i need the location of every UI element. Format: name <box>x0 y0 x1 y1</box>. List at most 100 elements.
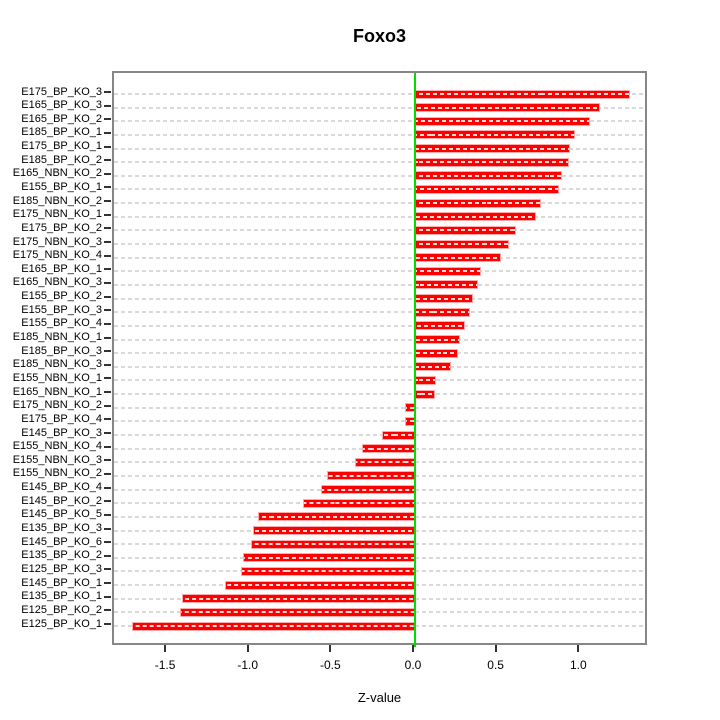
bar-E155_BP_KO_1 <box>415 184 559 194</box>
bar-dash-overlay <box>416 147 570 150</box>
y-axis-label: E155_NBN_KO_4 <box>12 440 102 453</box>
bar-dash-overlay <box>244 556 414 559</box>
bar-dash-overlay <box>406 406 414 409</box>
y-axis-tick <box>104 568 111 571</box>
bar-dash-overlay <box>242 570 414 573</box>
y-axis-tick <box>104 254 111 257</box>
y-axis-tick <box>104 200 111 203</box>
gridline <box>114 106 645 109</box>
bar-dash-overlay <box>363 447 414 450</box>
y-axis-label: E175_NBN_KO_1 <box>12 208 102 221</box>
y-axis-label: E175_BP_KO_4 <box>21 412 102 425</box>
y-axis-label: E155_BP_KO_3 <box>21 303 102 316</box>
bar-dash-overlay <box>416 202 540 205</box>
bar-E155_NBN_KO_1 <box>415 375 437 385</box>
y-axis-tick <box>104 213 111 216</box>
bar-dash-overlay <box>416 120 590 123</box>
bar-E175_NBN_KO_4 <box>415 253 501 263</box>
bar-dash-overlay <box>416 365 451 368</box>
bar-dash-overlay <box>416 243 509 246</box>
bar-dash-overlay <box>182 597 414 600</box>
y-axis-tick <box>104 595 111 598</box>
bar-E165_NBN_KO_2 <box>415 171 563 181</box>
bar-dash-overlay <box>416 311 469 314</box>
x-axis-tick <box>246 645 249 652</box>
x-axis-tick <box>494 645 497 652</box>
gridline <box>114 202 645 205</box>
gridline <box>114 338 645 341</box>
bar-dash-overlay <box>328 474 414 477</box>
y-axis-label: E135_BP_KO_3 <box>21 522 102 534</box>
y-axis-label: E145_BP_KO_6 <box>21 535 102 548</box>
zero-reference-line <box>414 73 416 647</box>
bar-E145_BP_KO_3 <box>381 430 415 440</box>
bar-E185_BP_KO_1 <box>415 130 576 140</box>
y-axis-label: E155_BP_KO_4 <box>21 317 102 330</box>
bar-E155_BP_KO_4 <box>415 321 465 331</box>
bar-E175_BP_KO_3 <box>415 89 630 99</box>
bar-E145_BP_KO_5 <box>257 512 415 522</box>
y-axis-label: E175_BP_KO_1 <box>21 140 102 153</box>
bar-dash-overlay <box>416 229 515 232</box>
y-axis-label: E185_BP_KO_2 <box>21 153 102 166</box>
y-axis-label: E135_BP_KO_1 <box>21 590 102 603</box>
bar-dash-overlay <box>416 174 562 177</box>
y-axis-label: E185_BP_KO_1 <box>21 126 102 139</box>
y-axis-tick <box>104 404 111 407</box>
y-axis-tick <box>104 541 111 544</box>
bar-E155_BP_KO_3 <box>415 307 470 317</box>
bar-E165_NBN_KO_1 <box>415 389 435 399</box>
y-axis-label: E165_BP_KO_2 <box>21 112 102 125</box>
y-axis-tick <box>104 104 111 107</box>
y-axis-label: E185_NBN_KO_2 <box>12 194 102 207</box>
y-axis-label: E155_NBN_KO_2 <box>12 467 102 480</box>
bar-dash-overlay <box>416 188 558 191</box>
y-axis-tick <box>104 377 111 380</box>
bar-dash-overlay <box>254 529 414 532</box>
bar-dash-overlay <box>321 488 414 491</box>
x-axis-tick-label: 0.5 <box>487 658 504 672</box>
gridline <box>114 365 645 368</box>
bar-E175_NBN_KO_1 <box>415 212 536 222</box>
y-axis-label: E165_NBN_KO_3 <box>12 276 102 289</box>
x-axis-tick-label: -0.5 <box>320 658 341 672</box>
bar-dash-overlay <box>416 256 500 259</box>
y-axis-tick <box>104 268 111 271</box>
y-axis-label: E175_BP_KO_2 <box>21 221 102 234</box>
bar-E185_NBN_KO_3 <box>415 362 452 372</box>
x-axis-tick-label: -1.5 <box>154 658 176 672</box>
y-axis-tick <box>104 241 111 244</box>
bar-E175_BP_KO_1 <box>415 144 571 154</box>
bar-dash-overlay <box>416 352 457 355</box>
y-axis-label: E145_BP_KO_1 <box>21 576 102 589</box>
bar-dash-overlay <box>356 461 414 464</box>
bar-dash-overlay <box>416 270 481 273</box>
gridline <box>114 420 645 423</box>
y-axis-label: E125_BP_KO_1 <box>21 617 102 630</box>
bar-dash-overlay <box>416 215 535 218</box>
gridline <box>114 283 645 286</box>
bar-dash-overlay <box>416 161 568 164</box>
x-axis-tick <box>329 645 332 652</box>
y-axis-label: E185_BP_KO_3 <box>21 344 102 357</box>
gridline <box>114 256 645 259</box>
y-axis-tick <box>104 281 111 284</box>
y-axis-tick <box>104 623 111 625</box>
x-axis-tick <box>577 645 580 652</box>
bar-E155_NBN_KO_3 <box>355 457 415 467</box>
bar-E145_BP_KO_2 <box>302 498 415 508</box>
gridline <box>114 161 645 164</box>
bar-dash-overlay <box>416 338 459 341</box>
y-axis-tick <box>104 350 111 353</box>
bar-dash-overlay <box>416 393 434 396</box>
bar-dash-overlay <box>382 434 414 437</box>
bar-E135_BP_KO_1 <box>181 594 415 604</box>
bar-E175_NBN_KO_3 <box>415 239 510 249</box>
y-axis-label: E145_BP_KO_5 <box>21 508 102 521</box>
gridline <box>114 188 645 191</box>
gridline <box>114 406 645 409</box>
bar-E135_BP_KO_2 <box>243 553 415 563</box>
y-axis-tick <box>104 172 111 175</box>
bar-E125_BP_KO_2 <box>180 607 415 617</box>
gridline <box>114 93 645 95</box>
